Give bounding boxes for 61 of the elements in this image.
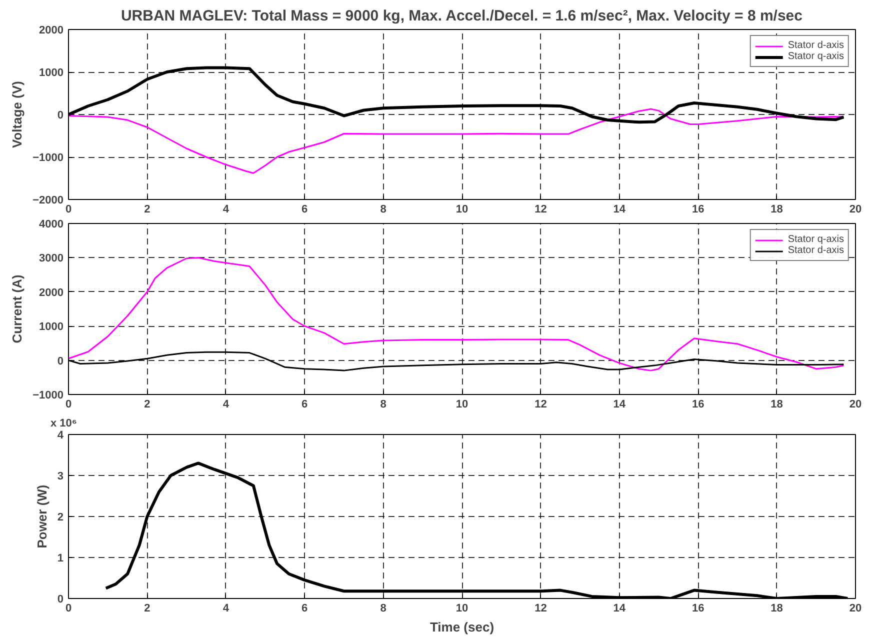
y-tick-label: 0 xyxy=(57,110,64,122)
x-tick-label: 20 xyxy=(849,204,862,216)
y-tick-label: 0 xyxy=(57,355,64,368)
legend-label: Stator d-axis xyxy=(788,40,844,51)
x-tick-label: 12 xyxy=(534,204,547,216)
legend-label: Stator q-axis xyxy=(788,234,844,245)
x-tick-label: 14 xyxy=(613,398,626,410)
x-tick-label: 18 xyxy=(770,398,783,410)
x-tick-label: 18 xyxy=(770,602,783,614)
x-tick-label: 4 xyxy=(222,602,230,614)
x-tick-label: 10 xyxy=(456,602,468,614)
x-tick-label: 10 xyxy=(456,204,468,216)
x-tick-label: 0 xyxy=(65,602,72,614)
x-tick-label: 20 xyxy=(849,602,862,614)
y-tick-label: 0 xyxy=(57,594,64,606)
x-tick-label: 6 xyxy=(302,204,308,216)
line-series xyxy=(68,108,844,174)
x-tick-label: 2 xyxy=(144,204,150,216)
x-tick-label: 6 xyxy=(302,398,308,410)
y-tick-label: 2000 xyxy=(39,286,64,299)
y-tick-label: 4000 xyxy=(39,218,64,230)
y-tick-label: 4 xyxy=(57,430,64,442)
x-tick-label: 16 xyxy=(692,602,704,614)
x-tick-label: 2 xyxy=(144,602,150,614)
legend-label: Stator d-axis xyxy=(788,245,844,256)
x-tick-label: 2 xyxy=(144,398,150,410)
x-tick-label: 14 xyxy=(613,204,626,216)
y-axis-title: Power (W) xyxy=(34,484,50,548)
x-tick-label: 8 xyxy=(380,204,386,216)
y-tick-label: 2000 xyxy=(39,24,64,36)
x-tick-label: 6 xyxy=(302,602,308,614)
y-tick-label: 1 xyxy=(57,552,64,564)
y-tick-label: 2 xyxy=(57,512,64,524)
y-tick-label: 1000 xyxy=(39,321,64,334)
x-axis-title: Time (sec) xyxy=(430,620,494,634)
x-tick-label: 4 xyxy=(222,398,230,410)
x-tick-label: 18 xyxy=(770,204,783,216)
x-tick-label: 0 xyxy=(65,398,72,410)
x-tick-label: 16 xyxy=(692,398,704,410)
x-tick-label: 16 xyxy=(692,204,704,216)
y-axis-title: Current (A) xyxy=(10,274,25,344)
x-tick-label: 4 xyxy=(222,204,230,216)
y-tick-label: −1000 xyxy=(32,390,64,402)
y-tick-label: 3 xyxy=(57,470,64,482)
x-tick-label: 20 xyxy=(849,398,862,410)
x-tick-label: 0 xyxy=(65,204,72,216)
chart-title: URBAN MAGLEV: Total Mass = 9000 kg, Max. Accel./Decel. = 1.6 m/sec², Max. Velocity = 8 m/sec xyxy=(120,8,803,24)
text: x 10⁶ xyxy=(50,418,77,430)
legend-label: Stator q-axis xyxy=(788,51,844,62)
line-series xyxy=(68,256,844,372)
y-axis-title: Voltage (V) xyxy=(10,81,25,148)
x-tick-label: 8 xyxy=(380,398,386,410)
x-tick-label: 10 xyxy=(456,398,468,410)
y-tick-label: 1000 xyxy=(39,67,64,79)
y-tick-label: 3000 xyxy=(39,252,64,265)
x-tick-label: 8 xyxy=(380,602,386,614)
x-tick-label: 12 xyxy=(534,602,547,614)
y-tick-label: −1000 xyxy=(32,152,64,164)
x-tick-label: 14 xyxy=(613,602,626,614)
y-tick-label: −2000 xyxy=(32,194,64,206)
x-tick-label: 12 xyxy=(534,398,547,410)
